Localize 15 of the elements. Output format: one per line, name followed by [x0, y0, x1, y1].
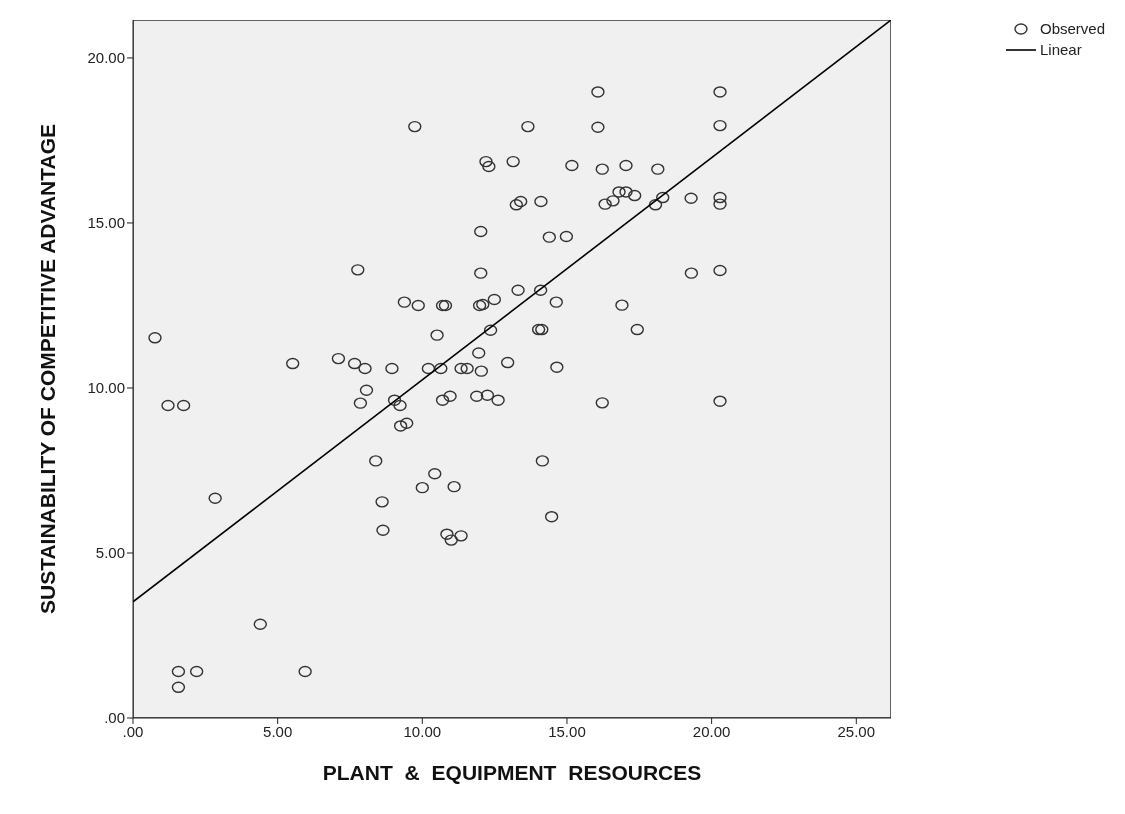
- y-tick-label: 20.00: [87, 49, 125, 67]
- x-tick-label: .00: [122, 722, 144, 740]
- y-tick-label: 10.00: [87, 379, 125, 397]
- x-tick-label: 10.00: [403, 722, 442, 740]
- legend-label: Linear: [1040, 40, 1082, 60]
- x-tick-label: 25.00: [837, 722, 876, 740]
- y-tick-label: .00: [104, 709, 125, 727]
- x-axis-title: PLANT & EQUIPMENT RESOURCES: [322, 761, 702, 784]
- x-tick-label: 5.00: [263, 722, 293, 740]
- y-tick-label: 5.00: [95, 544, 125, 562]
- y-axis-title: SUSTAINABILITY OF COMPETITIVE ADVANTAGE: [36, 123, 60, 615]
- x-tick-label: 20.00: [692, 722, 731, 740]
- legend-label: Observed: [1040, 19, 1106, 39]
- y-tick-label: 15.00: [87, 214, 125, 232]
- x-tick-label: 15.00: [548, 722, 586, 740]
